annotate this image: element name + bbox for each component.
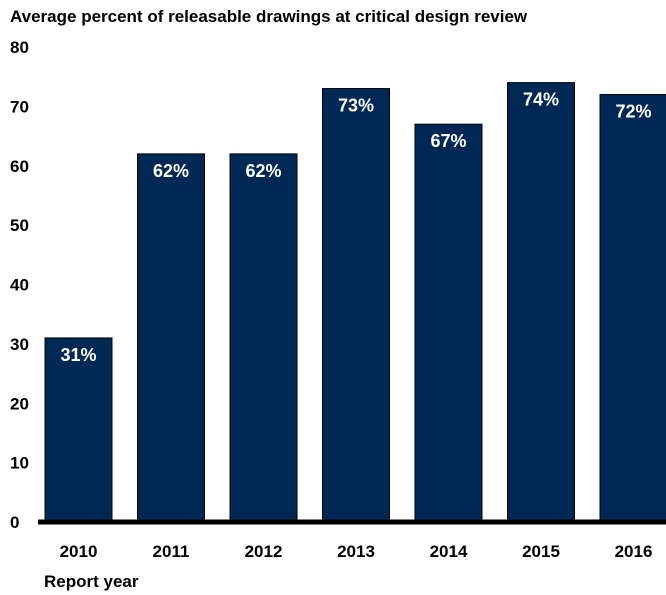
bar-2010 — [44, 337, 113, 523]
bar-2011 — [137, 153, 205, 523]
x-axis-label: Report year — [44, 572, 139, 591]
x-axis-ticks: 2010 2011 2012 2013 2014 2015 2016 — [60, 542, 653, 561]
data-label: 73% — [338, 96, 374, 116]
y-tick-label: 0 — [10, 513, 19, 532]
x-tick-label: 2013 — [337, 542, 375, 561]
x-tick-label: 2015 — [522, 542, 560, 561]
x-tick-label: 2012 — [245, 542, 283, 561]
bar-2016 — [599, 94, 666, 523]
data-label: 62% — [153, 161, 189, 181]
y-tick-label: 80 — [10, 38, 29, 57]
y-tick-label: 70 — [10, 97, 29, 116]
bar-2012 — [229, 153, 298, 523]
x-tick-label: 2010 — [60, 542, 98, 561]
bar-2014 — [414, 123, 483, 523]
chart-title: Average percent of releasable drawings a… — [10, 7, 528, 26]
y-axis-ticks: 0 10 20 30 40 50 60 70 80 — [10, 38, 29, 532]
data-label: 74% — [523, 90, 559, 110]
data-label: 67% — [430, 131, 466, 151]
y-tick-label: 10 — [10, 454, 29, 473]
y-tick-label: 50 — [10, 216, 29, 235]
bars — [44, 82, 666, 523]
data-label: 62% — [245, 161, 281, 181]
x-tick-label: 2011 — [153, 542, 190, 561]
y-tick-label: 60 — [10, 157, 29, 176]
bar-2013 — [322, 88, 390, 523]
data-label: 31% — [60, 345, 96, 365]
data-labels: 31% 62% 62% 73% 67% 74% 72% — [60, 90, 651, 365]
x-tick-label: 2016 — [615, 542, 653, 561]
x-tick-label: 2014 — [430, 542, 468, 561]
y-tick-label: 30 — [10, 335, 29, 354]
bar-2015 — [507, 82, 575, 523]
y-tick-label: 40 — [10, 276, 29, 295]
y-tick-label: 20 — [10, 394, 29, 413]
data-label: 72% — [615, 102, 651, 122]
